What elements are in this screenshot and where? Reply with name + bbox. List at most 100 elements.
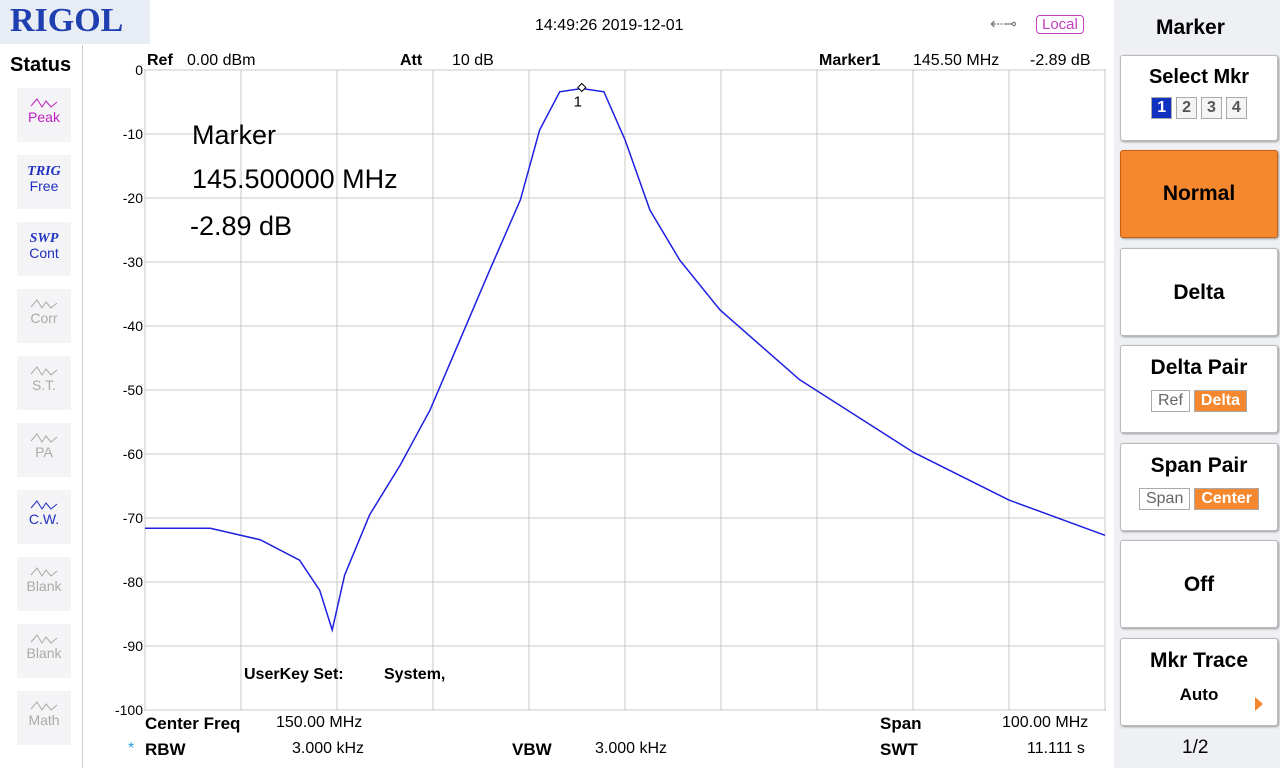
marker1-label: Marker1 (819, 52, 881, 69)
marker1-level: -2.89 dB (1030, 52, 1091, 69)
status-label: Free (29, 178, 59, 194)
swt-value: 11.111 s (1027, 740, 1085, 757)
logo: RIGOL (10, 2, 124, 39)
marker1-freq: 145.50 MHz (913, 52, 1000, 69)
icon-wave (30, 366, 58, 376)
status-item: TRIG Free (17, 155, 71, 209)
status-item: Peak (17, 88, 71, 142)
icon-wave (30, 98, 58, 108)
delta-pair-button[interactable]: Delta Pair Ref Delta (1120, 345, 1278, 433)
delta-pair-label: Delta Pair (1150, 356, 1248, 379)
ref-label: Ref (147, 52, 173, 69)
y-tick-label: -40 (123, 318, 143, 334)
y-tick-label: -90 (123, 638, 143, 654)
select-mkr-label: Select Mkr (1148, 66, 1250, 88)
vbw-label: VBW (512, 740, 552, 759)
userkey-label: UserKey Set: (244, 666, 344, 683)
span-value: 100.00 MHz (1002, 714, 1089, 731)
page-indicator[interactable]: 1/2 (1182, 737, 1209, 758)
y-tick-label: -60 (123, 446, 143, 462)
usb-icon: ⇠⊸ (990, 16, 1017, 33)
marker (577, 82, 587, 93)
delta-label: Delta (1173, 281, 1225, 304)
status-item: Blank (17, 557, 71, 611)
mkr-trace-label: Mkr Trace (1149, 649, 1249, 672)
mkr-option[interactable]: 4 (1225, 97, 1247, 119)
mkr-option[interactable]: 2 (1176, 97, 1197, 119)
marker-level: -2.89 dB (190, 211, 293, 241)
status-label: Blank (26, 645, 62, 661)
status-item: Corr (17, 289, 71, 343)
marker-title: Marker (192, 120, 277, 150)
y-tick-label: -30 (123, 254, 143, 270)
icon-wave (30, 500, 58, 510)
y-tick-label: -50 (123, 382, 143, 398)
center-value: 150.00 MHz (276, 714, 363, 731)
logo-area (0, 0, 150, 44)
status-label: S.T. (31, 377, 57, 393)
vbw-value: 3.000 kHz (595, 740, 668, 757)
status-label: Cont (29, 245, 59, 261)
status-top: SWP (29, 231, 59, 246)
status-icon (30, 634, 58, 644)
status-icon (30, 701, 58, 711)
icon-wave (30, 433, 58, 443)
y-tick-label: -20 (123, 190, 143, 206)
marker-label: 1 (574, 93, 582, 110)
marker-freq: 145.500000 MHz (192, 164, 398, 194)
trace (145, 87, 1106, 633)
y-tick-label: 0 (135, 62, 143, 78)
span-pair-label: Span Pair (1150, 454, 1248, 477)
off-label: Off (1183, 573, 1215, 596)
status-item: SWP Cont (17, 222, 71, 276)
span-option: Span (1138, 488, 1191, 510)
span-label: Span (880, 714, 922, 733)
status-item: C.W. (17, 490, 71, 544)
y-tick-label: -80 (123, 574, 143, 590)
delta-button[interactable]: Delta (1120, 248, 1278, 336)
status-icon (30, 98, 58, 108)
status-item: Math (17, 691, 71, 745)
status-label: C.W. (28, 511, 60, 527)
status-item: PA (17, 423, 71, 477)
userkey-value: System, (384, 666, 446, 683)
icon-wave (30, 299, 58, 309)
rbw-value: 3.000 kHz (292, 740, 365, 757)
icon-wave (30, 567, 58, 577)
mkr-option[interactable]: 3 (1201, 97, 1222, 119)
center-label: Center Freq (145, 714, 241, 733)
icon-wave (30, 701, 58, 711)
att-label: Att (400, 52, 423, 69)
status-icon (30, 567, 58, 577)
status-icon (30, 299, 58, 309)
normal-button[interactable]: Normal (1120, 150, 1278, 238)
status-top: TRIG (27, 164, 61, 179)
status-label: PA (35, 444, 53, 460)
datetime: 14:49:26 2019-12-01 (535, 17, 684, 34)
status-label: Math (28, 712, 60, 728)
center-option: Center (1194, 488, 1260, 510)
y-tick-label: -10 (123, 126, 143, 142)
mkr-option[interactable]: 1 (1151, 97, 1173, 119)
status-item: Blank (17, 624, 71, 678)
status-label: Blank (26, 578, 62, 594)
menu-title: Marker (1156, 16, 1225, 39)
status-icon (30, 433, 58, 443)
status-label: Corr (30, 310, 58, 326)
rbw-label: RBW (145, 740, 186, 759)
mkr-trace-value: Auto (1179, 685, 1219, 704)
icon-wave (30, 634, 58, 644)
y-tick-label: -70 (123, 510, 143, 526)
delta-option: Delta (1193, 390, 1248, 412)
att-value: 10 dB (452, 52, 494, 69)
arrow (1255, 697, 1263, 711)
rbw-flag: * (128, 740, 135, 757)
span-pair-button[interactable]: Span Pair Span Center (1120, 443, 1278, 531)
mkr-trace-button[interactable]: Mkr Trace Auto (1120, 638, 1278, 726)
off-button[interactable]: Off (1120, 540, 1278, 628)
swt-label: SWT (880, 740, 918, 759)
